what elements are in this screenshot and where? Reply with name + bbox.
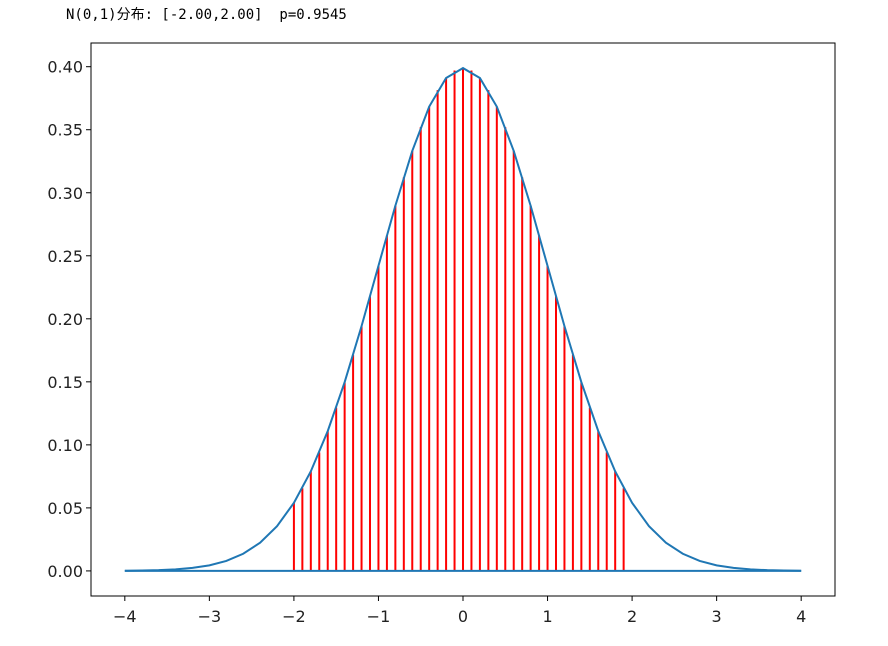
y-tick-label: 0.05	[47, 499, 83, 518]
y-tick-label: 0.20	[47, 310, 83, 329]
y-tick-label: 0.35	[47, 121, 83, 140]
output-text: N(0,1)分布: [-2.00,2.00] p=0.9545	[66, 7, 347, 23]
y-tick-label: 0.40	[47, 58, 83, 77]
y-tick-label: 0.15	[47, 373, 83, 392]
y-tick-label: 0.30	[47, 184, 83, 203]
y-tick-label: 0.10	[47, 436, 83, 455]
y-tick-label: 0.25	[47, 247, 83, 266]
x-tick-label: −3	[198, 607, 222, 626]
x-tick-label: 0	[458, 607, 468, 626]
y-tick-label: 0.00	[47, 562, 83, 581]
line	[124, 66, 802, 572]
x-tick-label: −2	[282, 607, 306, 626]
x-tick-label: −4	[113, 607, 137, 626]
x-tick-label: 2	[627, 607, 637, 626]
x-tick-label: 1	[542, 607, 552, 626]
x-tick-label: −1	[367, 607, 391, 626]
x-tick-label: 3	[712, 607, 722, 626]
x-tick-label: 4	[796, 607, 806, 626]
